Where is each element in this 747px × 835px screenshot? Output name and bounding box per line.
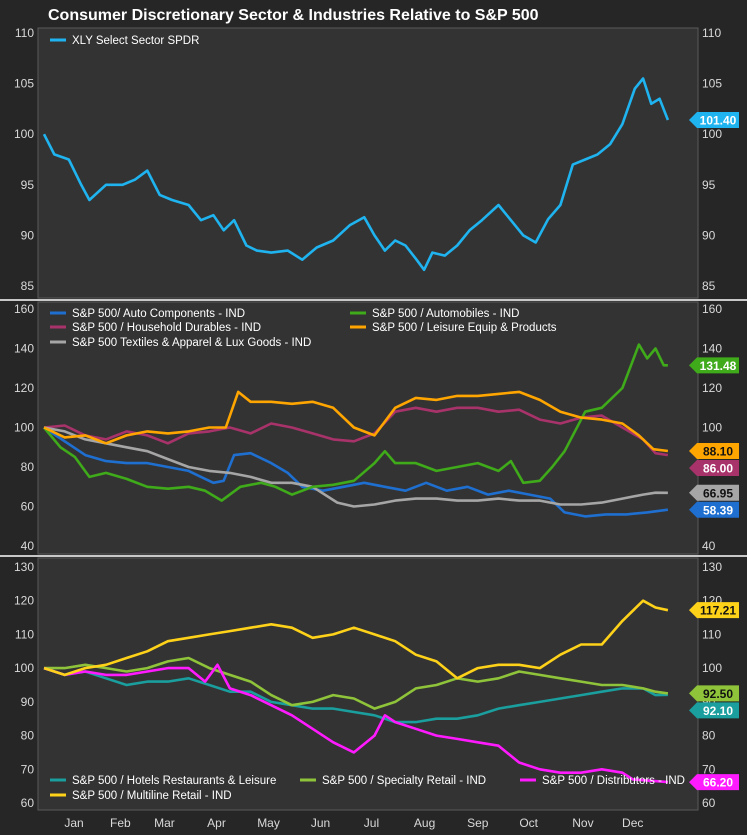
legend-label: S&P 500 Textiles & Apparel & Lux Goods -… — [72, 337, 311, 349]
series-line-2-3 — [43, 426, 668, 508]
y-tick-label-left: 95 — [21, 178, 35, 192]
series-line-2-1 — [43, 426, 669, 518]
last-value-tag — [689, 501, 739, 518]
y-tick-label-right: 95 — [702, 178, 716, 192]
y-tick-label-right: 100 — [702, 127, 722, 141]
last-value-label: 92.50 — [703, 687, 733, 701]
x-tick-label: Jun — [311, 816, 330, 830]
y-tick-label-right: 120 — [702, 381, 722, 395]
y-tick-label-right: 40 — [702, 539, 716, 553]
last-value-tag — [689, 357, 739, 374]
last-value-label: 92.10 — [703, 704, 733, 718]
y-tick-label-right: 105 — [702, 77, 722, 91]
y-tick-label-right: 130 — [702, 560, 722, 574]
legend-label: S&P 500 / Specialty Retail - IND — [322, 775, 486, 787]
last-value-tag — [689, 774, 739, 791]
x-tick-label: Jan — [64, 816, 83, 830]
legend-label: S&P 500 / Multiline Retail - IND — [72, 790, 232, 802]
y-tick-label-left: 85 — [21, 279, 35, 293]
y-tick-label-right: 110 — [702, 627, 721, 641]
legend-label: S&P 500 / Leisure Equip & Products — [372, 322, 557, 334]
y-tick-label-right: 160 — [702, 302, 722, 316]
panel-1-background — [37, 27, 699, 299]
y-tick-label-right: 70 — [702, 762, 716, 776]
y-tick-label-left: 130 — [14, 560, 34, 574]
last-value-tag — [689, 443, 739, 460]
y-tick-label-right: 100 — [702, 421, 722, 435]
x-tick-label: Apr — [207, 816, 226, 830]
y-tick-label-left: 100 — [14, 127, 34, 141]
last-value-tag — [689, 702, 739, 719]
last-value-tag — [689, 112, 739, 129]
x-tick-label: Jul — [364, 816, 379, 830]
y-tick-label-left: 140 — [14, 342, 34, 356]
y-tick-label-left: 120 — [14, 594, 34, 608]
y-tick-label-left: 90 — [21, 228, 35, 242]
legend-label: XLY Select Sector SPDR — [72, 35, 199, 47]
legend-label: S&P 500 / Distributors - IND — [542, 775, 685, 787]
last-value-tag — [689, 484, 739, 501]
y-tick-label-left: 80 — [21, 460, 35, 474]
last-value-label: 88.10 — [703, 445, 733, 459]
y-tick-label-right: 110 — [702, 26, 721, 40]
y-tick-label-right: 60 — [702, 796, 716, 810]
y-tick-label-right: 140 — [702, 342, 722, 356]
last-value-label: 58.39 — [703, 503, 733, 517]
series-line-1-1 — [42, 77, 670, 272]
y-tick-label-left: 110 — [15, 26, 34, 40]
last-value-tag — [689, 685, 739, 702]
x-tick-label: Nov — [572, 816, 593, 830]
series-line-3-2 — [44, 656, 669, 710]
chart-title: Consumer Discretionary Sector & Industri… — [48, 7, 539, 24]
y-tick-label-left: 120 — [14, 381, 34, 395]
legend-label: S&P 500/ Auto Components - IND — [72, 308, 245, 320]
last-value-label: 66.95 — [703, 486, 733, 500]
x-tick-label: Sep — [467, 816, 489, 830]
last-value-label: 66.20 — [703, 776, 733, 790]
y-tick-label-left: 100 — [14, 661, 34, 675]
last-value-label: 131.48 — [700, 359, 737, 373]
x-tick-label: Feb — [110, 816, 131, 830]
y-tick-label-left: 105 — [14, 77, 34, 91]
x-tick-label: Dec — [622, 816, 643, 830]
y-tick-label-left: 110 — [15, 627, 34, 641]
chart-layer: 85 85 90 90 95 95 100 100 105 105 110 110 101.40 XLY … — [14, 26, 739, 830]
legend-label: S&P 500 / Automobiles - IND — [372, 308, 519, 320]
last-value-tag — [689, 602, 739, 619]
y-tick-label-left: 80 — [21, 729, 35, 743]
y-tick-label-left: 70 — [21, 762, 35, 776]
x-tick-label: Oct — [519, 816, 538, 830]
series-line-3-1 — [43, 666, 668, 724]
y-tick-label-right: 90 — [702, 228, 716, 242]
legend-label: S&P 500 / Household Durables - IND — [72, 322, 261, 334]
x-tick-label: Mar — [154, 816, 175, 830]
y-tick-label-right: 85 — [702, 279, 716, 293]
series-line-2-4 — [43, 343, 668, 502]
x-tick-label: May — [257, 816, 280, 830]
last-value-label: 101.40 — [700, 114, 737, 128]
y-tick-label-left: 160 — [14, 302, 34, 316]
x-tick-label: Aug — [414, 816, 435, 830]
legend-label: S&P 500 / Hotels Restaurants & Leisure — [72, 775, 276, 787]
series-line-3-3 — [43, 663, 668, 784]
series-line-2-5 — [43, 390, 669, 453]
y-tick-label-left: 60 — [21, 500, 35, 514]
y-tick-label-right: 100 — [702, 661, 722, 675]
last-value-label: 117.21 — [700, 604, 736, 618]
series-line-2-2 — [43, 406, 669, 457]
y-tick-label-right: 80 — [702, 729, 716, 743]
y-tick-label-left: 90 — [21, 695, 35, 709]
y-tick-label-left: 40 — [21, 539, 35, 553]
y-tick-label-left: 100 — [14, 421, 34, 435]
panel-2-background — [37, 301, 699, 555]
series-line-3-4 — [43, 599, 669, 680]
last-value-label: 86.00 — [703, 462, 733, 476]
y-tick-label-left: 60 — [21, 796, 35, 810]
last-value-tag — [689, 460, 739, 477]
